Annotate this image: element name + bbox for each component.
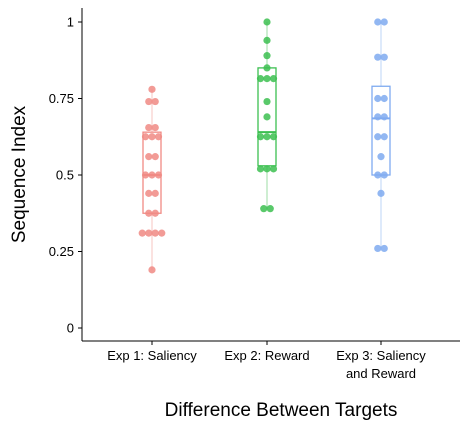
data-point [374,171,382,179]
data-point [148,171,156,179]
data-point [266,205,274,213]
data-point [263,18,271,26]
data-point [148,266,156,274]
data-point [380,133,388,141]
data-point [374,94,382,103]
data-point [377,153,385,161]
x-category-label: Exp 2: Reward [224,348,309,363]
data-point [263,113,271,121]
data-point [141,171,150,179]
y-ticks: 0 0.25 0.5 0.75 1 [49,15,82,336]
y-tick-label: 1 [67,15,74,30]
data-point [145,153,153,161]
data-point [374,244,382,253]
data-point [380,113,388,121]
data-point [154,171,163,179]
data-point [263,52,271,60]
x-category-label: Exp 3: Saliency [336,348,426,363]
data-point [154,133,163,141]
data-point [263,75,271,83]
data-point [260,205,268,213]
data-point [151,97,159,106]
data-point [151,123,159,132]
data-point [263,64,271,72]
series-group [256,18,278,213]
data-point [256,165,265,173]
data-point [377,189,385,197]
data-point [138,229,146,237]
data-point [263,36,271,44]
x-category-label: and Reward [346,366,416,381]
data-point [374,113,382,121]
data-point [263,97,271,106]
data-point [151,209,159,217]
data-point [374,133,382,141]
x-ticks: Exp 1: Saliency Exp 2: Reward Exp 3: Salie… [107,341,426,381]
data-point [145,229,153,237]
y-axis-title: Sequence Index [9,105,30,243]
data-point [151,229,159,237]
data-point [374,53,382,61]
data-point [380,53,388,61]
data-point [269,75,278,83]
data-point [263,165,271,173]
series-group [371,18,391,253]
y-tick-label: 0.5 [56,168,74,183]
y-tick-label: 0 [67,321,74,336]
data-point [380,94,388,103]
data-point [145,97,153,106]
data-point [269,133,278,141]
data-point [380,171,388,179]
data-point [151,189,159,197]
data-point [148,133,156,141]
y-tick-label: 0.25 [49,244,74,259]
data-point [380,244,388,253]
data-point [145,123,153,132]
data-point [374,18,382,26]
data-point [256,133,265,141]
data-point [141,133,150,141]
series-group [138,85,166,274]
data-point [269,165,278,173]
data-point [145,189,153,197]
x-axis-title: Difference Between Targets [165,400,398,421]
data-point [145,209,153,217]
y-tick-label: 0.75 [49,91,74,106]
data-point [380,18,388,26]
x-category-label: Exp 1: Saliency [107,348,197,363]
data-point [263,133,271,141]
data-point [158,229,166,237]
data-point [151,153,159,161]
data-point [148,85,156,93]
data-point [256,75,265,83]
plot-area [138,18,391,274]
